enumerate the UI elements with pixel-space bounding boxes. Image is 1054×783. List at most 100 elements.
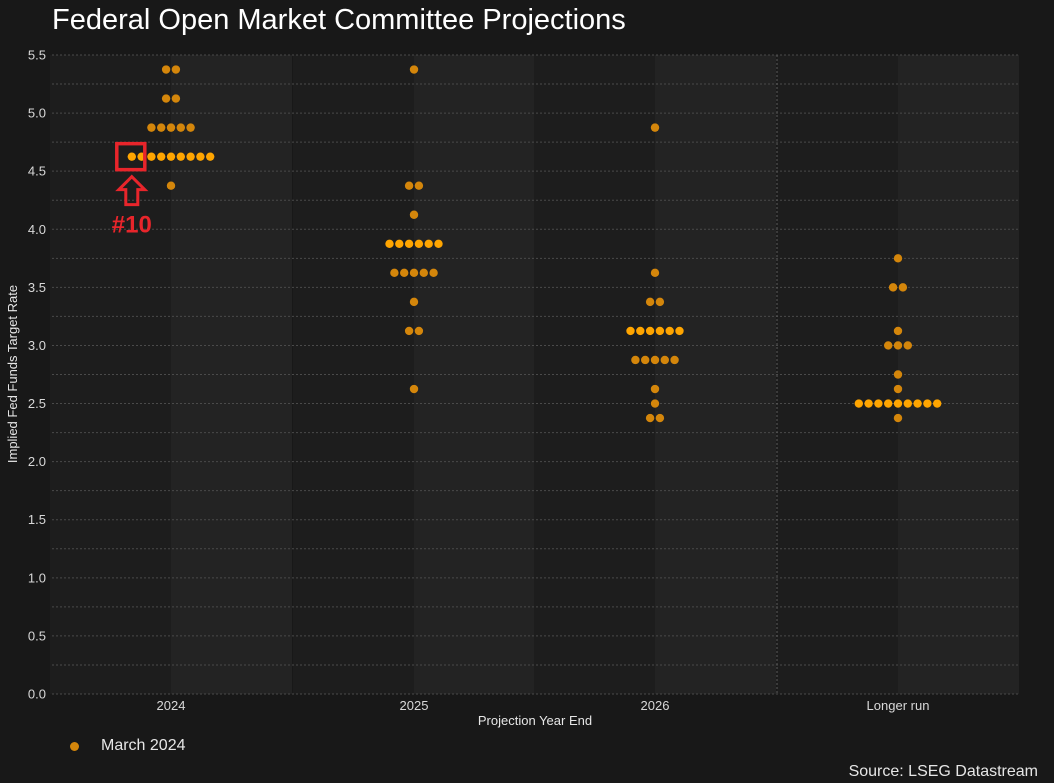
band-right [655, 55, 776, 694]
dot-point [645, 326, 655, 336]
dot-point [655, 326, 665, 336]
dot-point [404, 326, 414, 336]
dot-point [419, 268, 428, 278]
dot-point [893, 399, 903, 408]
dot-point [903, 399, 912, 408]
legend-marker [70, 741, 79, 751]
dot-point [650, 399, 660, 408]
dot-point [404, 181, 414, 190]
dot-point [409, 268, 419, 278]
dot-point [854, 399, 863, 408]
dot-point [171, 94, 181, 103]
dot-point [414, 326, 424, 336]
dot-point [196, 152, 205, 161]
dot-point [893, 370, 903, 379]
dot-point [429, 268, 438, 278]
dot-point [409, 65, 419, 74]
dot-point [186, 152, 195, 161]
legend[interactable]: March 2024 [70, 737, 186, 755]
dot-point [650, 355, 660, 365]
dot-point [626, 326, 635, 336]
dot-point [893, 341, 903, 350]
dot-point [923, 399, 932, 408]
dot-point [903, 341, 912, 350]
dot-point [636, 326, 645, 336]
y-axis-label: Implied Fed Funds Target Rate [5, 285, 20, 463]
dot-point [434, 239, 443, 248]
annotation-arrow [115, 174, 149, 207]
legend-label: March 2024 [101, 737, 186, 754]
dot-point [390, 268, 399, 278]
dot-point [166, 181, 176, 190]
dot-point [385, 239, 394, 248]
x-tick-label: 2025 [400, 698, 429, 713]
dot-point [660, 355, 669, 365]
dot-point [161, 65, 171, 74]
band-right [414, 55, 535, 694]
y-tick-label: 5.5 [28, 48, 46, 63]
dot-point [670, 355, 679, 365]
y-tick-label: 0.0 [28, 687, 46, 702]
dot-point [641, 355, 650, 365]
dot-point [166, 123, 176, 132]
dot-point [645, 297, 655, 307]
chart-title: Federal Open Market Committee Projection… [52, 4, 626, 36]
dot-point [157, 123, 166, 132]
dot-point [893, 384, 903, 394]
x-tick-label: 2026 [641, 698, 670, 713]
dot-point [675, 326, 684, 336]
y-tick-label: 3.5 [28, 280, 46, 295]
dot-point [893, 413, 903, 423]
y-tick-label: 2.0 [28, 454, 46, 469]
x-tick-label: 2024 [157, 698, 186, 713]
dot-point [166, 152, 176, 161]
band-right [898, 55, 1019, 694]
annotation-label: #10 [112, 212, 152, 239]
dot-point [409, 384, 419, 394]
dot-point [913, 399, 922, 408]
y-tick-label: 3.0 [28, 338, 46, 353]
dot-point [400, 268, 409, 278]
dot-point [395, 239, 404, 248]
x-axis-label: Projection Year End [478, 713, 592, 728]
band-left [534, 55, 655, 694]
dot-point [655, 297, 665, 307]
dot-point [127, 152, 136, 161]
y-tick-label: 4.0 [28, 222, 46, 237]
dot-point [176, 123, 185, 132]
y-tick-label: 4.5 [28, 164, 46, 179]
y-tick-label: 1.0 [28, 570, 46, 585]
dot-point [665, 326, 674, 336]
dot-point [171, 65, 181, 74]
dot-point [884, 399, 893, 408]
dot-point [893, 326, 903, 336]
dot-point [414, 181, 424, 190]
dot-point [874, 399, 883, 408]
dot-point [424, 239, 433, 248]
dot-point [414, 239, 424, 248]
dot-point [157, 152, 166, 161]
dot-point [655, 413, 665, 423]
dot-point [650, 384, 660, 394]
dot-point [186, 123, 195, 132]
dot-point [933, 399, 942, 408]
band-left [50, 55, 171, 694]
dot-point [147, 123, 156, 132]
x-tick-label: Longer run [867, 698, 930, 713]
dot-point [650, 123, 660, 132]
dot-point [864, 399, 873, 408]
y-tick-label: 5.0 [28, 106, 46, 121]
dot-point [409, 210, 419, 219]
dot-point [409, 297, 419, 307]
dot-point [888, 283, 898, 292]
dot-point [206, 152, 215, 161]
dot-point [161, 94, 171, 103]
dot-point [893, 254, 903, 263]
source-note: Source: LSEG Datastream [848, 763, 1038, 780]
annotation-box [115, 141, 147, 172]
dot-point [645, 413, 655, 423]
y-tick-label: 2.5 [28, 396, 46, 411]
y-tick-label: 1.5 [28, 512, 46, 527]
y-tick-label: 0.5 [28, 628, 46, 643]
